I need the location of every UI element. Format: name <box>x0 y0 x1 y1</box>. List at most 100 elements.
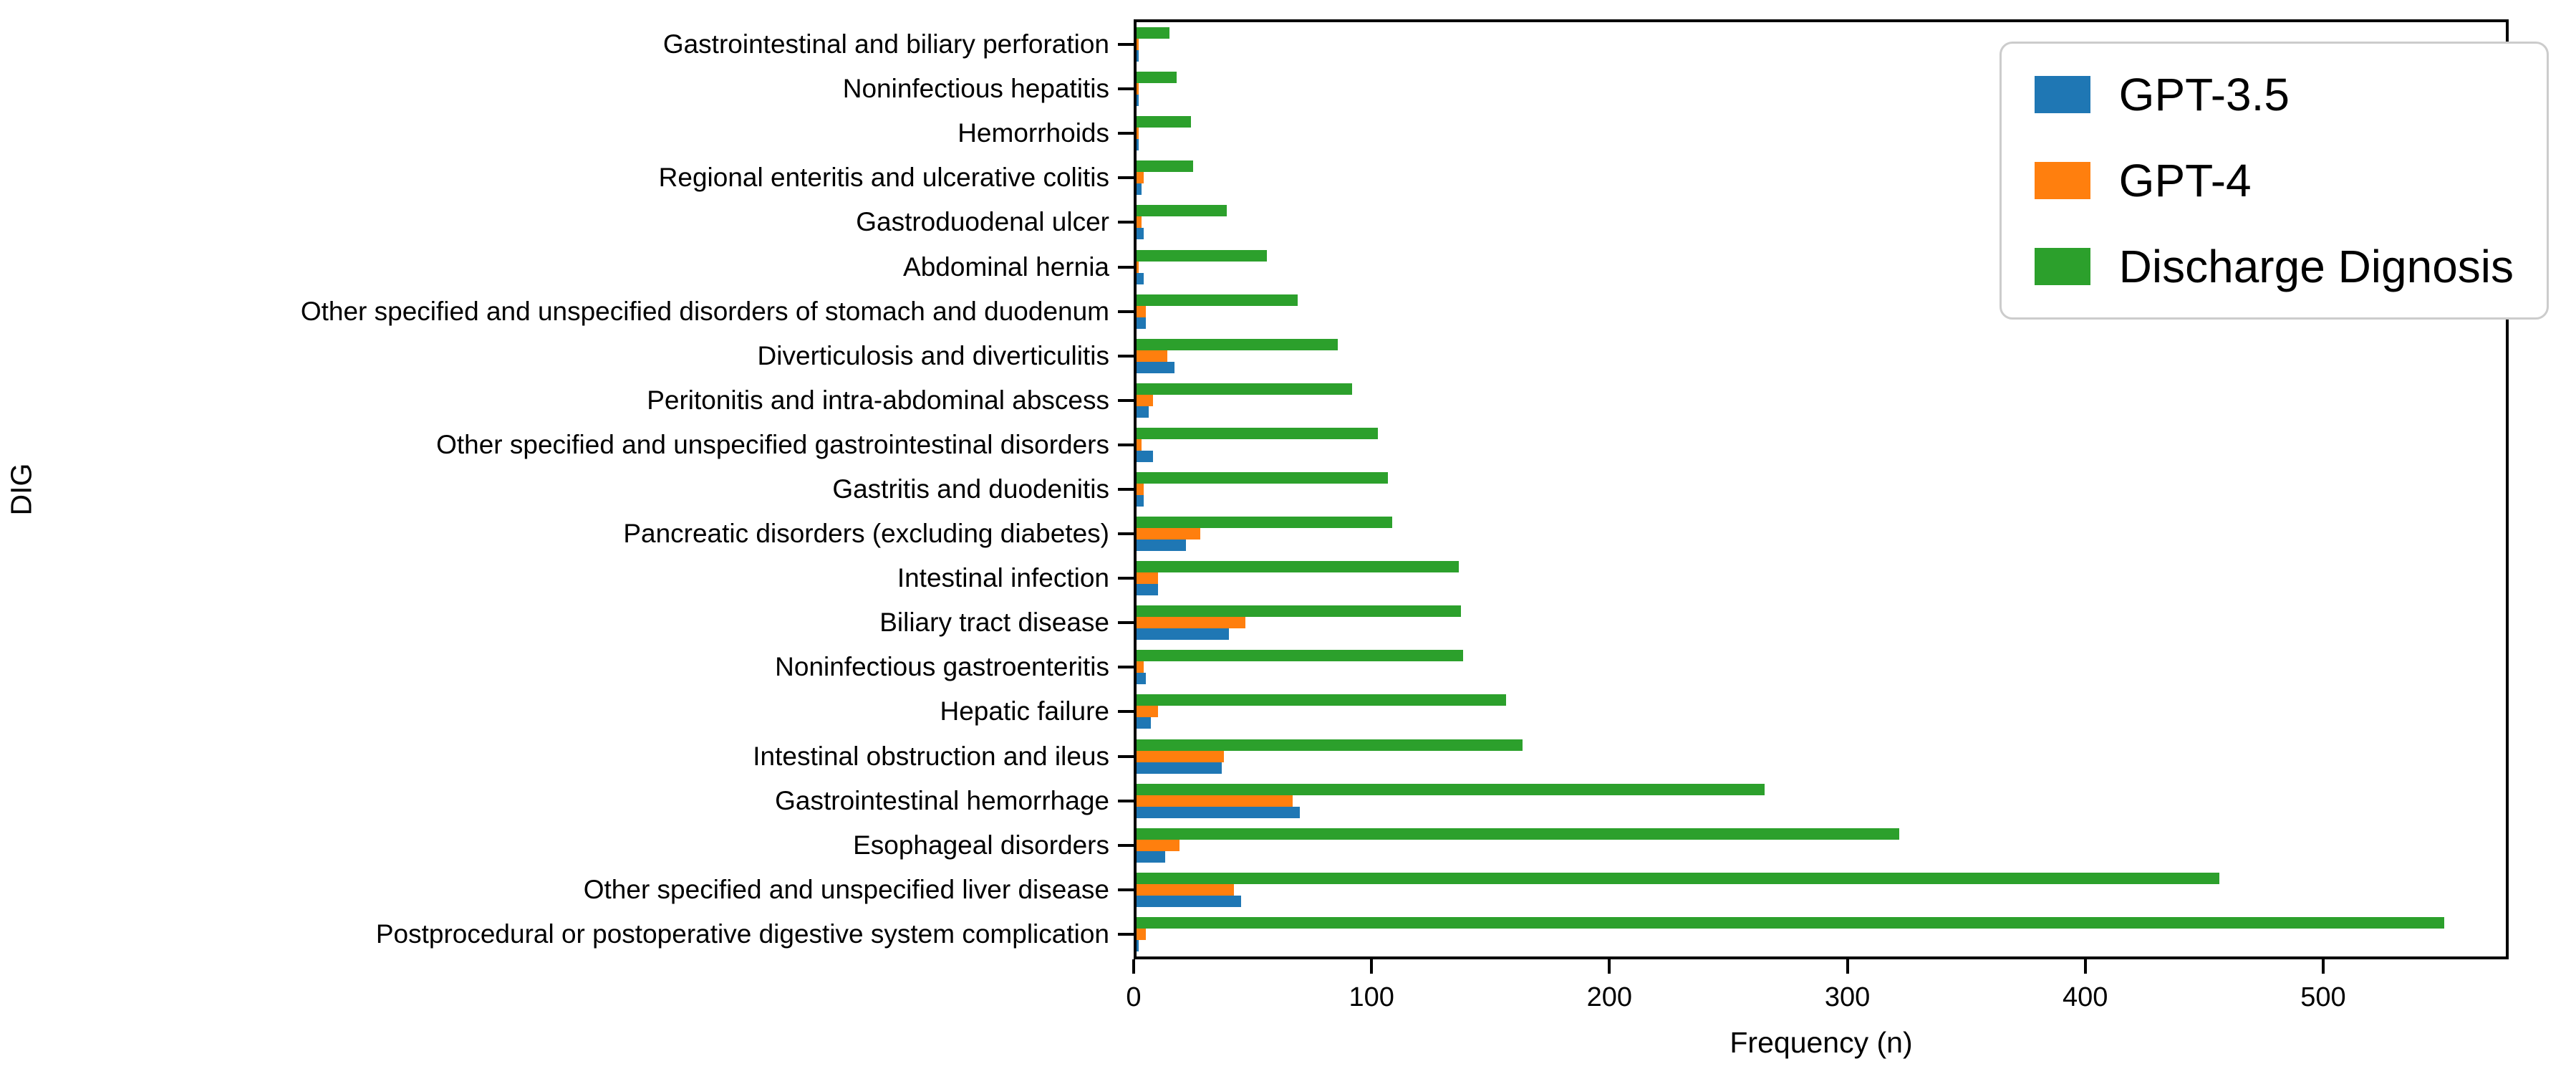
bar-discharge-dignosis <box>1137 383 1353 395</box>
bar-gpt-3-5 <box>1137 806 1301 818</box>
category-row: Postprocedural or postoperative digestiv… <box>376 912 2506 956</box>
bar-gpt-3-5 <box>1137 95 1139 107</box>
y-tick-mark <box>1118 621 1134 625</box>
category-row: Gastrointestinal and biliary perforation <box>663 22 2506 67</box>
bar-gpt-3-5 <box>1137 673 1147 685</box>
category-row: Gastritis and duodenitis <box>832 467 2506 512</box>
bar-gpt-4 <box>1137 795 1293 807</box>
x-tick-mark <box>1846 959 1849 974</box>
bar-discharge-dignosis <box>1137 338 1338 350</box>
category-row: Diverticulosis and diverticulitis <box>758 334 2506 378</box>
x-tick-mark <box>2083 959 2087 974</box>
category-row: Noninfectious hepatitis <box>843 67 2506 111</box>
legend-swatch-icon <box>2034 76 2090 113</box>
bar-group <box>1137 872 2506 907</box>
bar-group <box>1137 783 2506 818</box>
legend-row: GPT-3.5 <box>2034 68 2514 121</box>
x-tick-label: 100 <box>1349 982 1394 1012</box>
category-label: Gastrointestinal and biliary perforation <box>662 29 1109 59</box>
bar-group <box>1137 517 2506 552</box>
category-label: Intestinal obstruction and ileus <box>753 741 1109 771</box>
category-row: Gastroduodenal ulcer <box>856 200 2506 244</box>
bar-gpt-4 <box>1137 172 1144 184</box>
plot-area: Gastrointestinal and biliary perforation… <box>301 19 2509 959</box>
bar-gpt-3-5 <box>1137 183 1142 196</box>
y-tick-mark <box>1118 487 1134 491</box>
category-label: Diverticulosis and diverticulitis <box>757 340 1109 370</box>
bar-gpt-3-5 <box>1137 406 1149 418</box>
legend-swatch-icon <box>2034 162 2090 199</box>
y-tick-mark <box>1118 754 1134 758</box>
category-row: Other specified and unspecified liver di… <box>584 868 2506 912</box>
bar-gpt-4 <box>1137 438 1142 451</box>
category-label: Other specified and unspecified gastroin… <box>436 429 1109 459</box>
category-label: Hemorrhoids <box>957 118 1109 148</box>
bar-gpt-3-5 <box>1137 228 1144 240</box>
bar-group <box>1137 694 2506 729</box>
bar-gpt-4 <box>1137 750 1225 762</box>
bar-discharge-dignosis <box>1137 517 1393 529</box>
x-tick-label: 500 <box>2300 982 2346 1012</box>
y-tick-mark <box>1118 310 1134 313</box>
bar-gpt-3-5 <box>1137 584 1158 596</box>
category-label: Hepatic failure <box>940 696 1109 726</box>
category-label: Abdominal hernia <box>903 251 1109 282</box>
y-tick-mark <box>1118 87 1134 91</box>
x-tick-label: 400 <box>2063 982 2108 1012</box>
legend-label: GPT-3.5 <box>2118 69 2290 120</box>
bar-gpt-4 <box>1137 617 1246 629</box>
bar-gpt-4 <box>1137 39 1139 51</box>
category-label: Pancreatic disorders (excluding diabetes… <box>623 519 1109 549</box>
y-tick-mark <box>1118 132 1134 135</box>
bar-group <box>1137 338 2506 373</box>
category-row: Peritonitis and intra-abdominal abscess <box>647 378 2506 423</box>
category-label: Intestinal infection <box>897 563 1109 593</box>
bar-group <box>1137 383 2506 418</box>
category-label: Esophageal disorders <box>853 830 1109 860</box>
category-label: Peritonitis and intra-abdominal abscess <box>647 385 1109 415</box>
bar-gpt-3-5 <box>1137 450 1154 462</box>
category-row: Esophageal disorders <box>853 823 2506 868</box>
bar-gpt-4 <box>1137 261 1139 273</box>
x-tick-mark <box>1132 959 1135 974</box>
category-label: Postprocedural or postoperative digestiv… <box>375 919 1109 949</box>
bar-gpt-4 <box>1137 661 1144 673</box>
legend-label: Discharge Dignosis <box>2118 241 2514 292</box>
bar-gpt-4 <box>1137 128 1139 140</box>
y-tick-mark <box>1118 577 1134 580</box>
bar-gpt-3-5 <box>1137 139 1139 151</box>
bar-group <box>1137 916 2506 951</box>
x-tick-label: 200 <box>1586 982 1633 1012</box>
bar-discharge-dignosis <box>1137 916 2444 929</box>
bar-discharge-dignosis <box>1137 561 1459 573</box>
bar-gpt-3-5 <box>1137 540 1187 552</box>
bar-group <box>1137 561 2506 596</box>
x-tick-mark <box>1608 959 1611 974</box>
bar-gpt-4 <box>1137 305 1147 317</box>
bar-gpt-3-5 <box>1137 494 1144 507</box>
bar-gpt-4 <box>1137 928 1147 940</box>
bar-gpt-4 <box>1137 83 1139 95</box>
category-label: Other specified and unspecified disorder… <box>300 296 1109 326</box>
bar-gpt-4 <box>1137 883 1234 896</box>
bar-gpt-4 <box>1137 839 1180 851</box>
bar-gpt-3-5 <box>1137 895 1241 907</box>
category-label: Gastritis and duodenitis <box>832 474 1109 504</box>
y-tick-mark <box>1118 443 1134 446</box>
category-row: Intestinal infection <box>897 556 2506 600</box>
bar-gpt-3-5 <box>1137 361 1174 373</box>
bar-group <box>1137 72 2506 107</box>
bar-gpt-3-5 <box>1137 317 1147 329</box>
legend-row: Discharge Dignosis <box>2034 240 2514 293</box>
bar-discharge-dignosis <box>1137 828 1900 840</box>
bar-gpt-4 <box>1137 483 1144 495</box>
bar-group <box>1137 650 2506 685</box>
y-tick-mark <box>1118 843 1134 847</box>
bar-discharge-dignosis <box>1137 249 1267 262</box>
category-label: Noninfectious hepatitis <box>842 74 1109 104</box>
bar-discharge-dignosis <box>1137 27 1170 39</box>
y-tick-mark <box>1118 43 1134 47</box>
category-row: Abdominal hernia <box>903 244 2506 289</box>
bar-gpt-4 <box>1137 572 1158 585</box>
bar-gpt-4 <box>1137 706 1158 718</box>
